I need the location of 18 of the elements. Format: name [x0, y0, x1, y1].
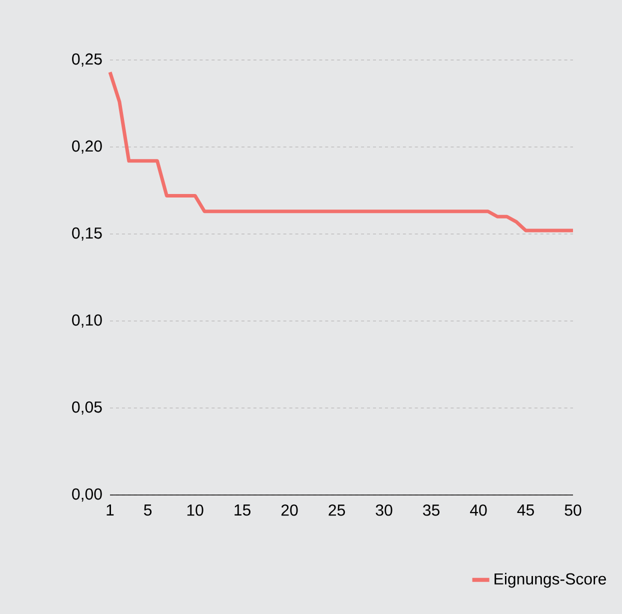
- x-tick-label: 30: [376, 504, 392, 516]
- y-tick-label: 0,20: [72, 140, 102, 154]
- x-tick-label: 1: [106, 504, 114, 516]
- x-tick-label: 45: [517, 504, 534, 516]
- x-tick-label: 35: [423, 504, 440, 516]
- x-tick-label: 10: [187, 504, 204, 516]
- x-tick-label: 5: [144, 504, 152, 516]
- x-tick-label: 15: [234, 504, 250, 516]
- x-tick-label: 50: [564, 504, 582, 516]
- y-tick-label: 0,10: [72, 314, 102, 328]
- y-tick-label: 0,25: [72, 53, 102, 67]
- legend-label: Eignungs-Score: [494, 572, 606, 588]
- y-tick-label: 0,05: [72, 401, 102, 415]
- y-tick-label: 0,15: [72, 227, 102, 241]
- y-tick-label: 0,00: [72, 488, 102, 502]
- x-tick-label: 20: [281, 504, 298, 516]
- x-tick-label: 25: [328, 504, 345, 516]
- x-tick-label: 40: [470, 504, 487, 516]
